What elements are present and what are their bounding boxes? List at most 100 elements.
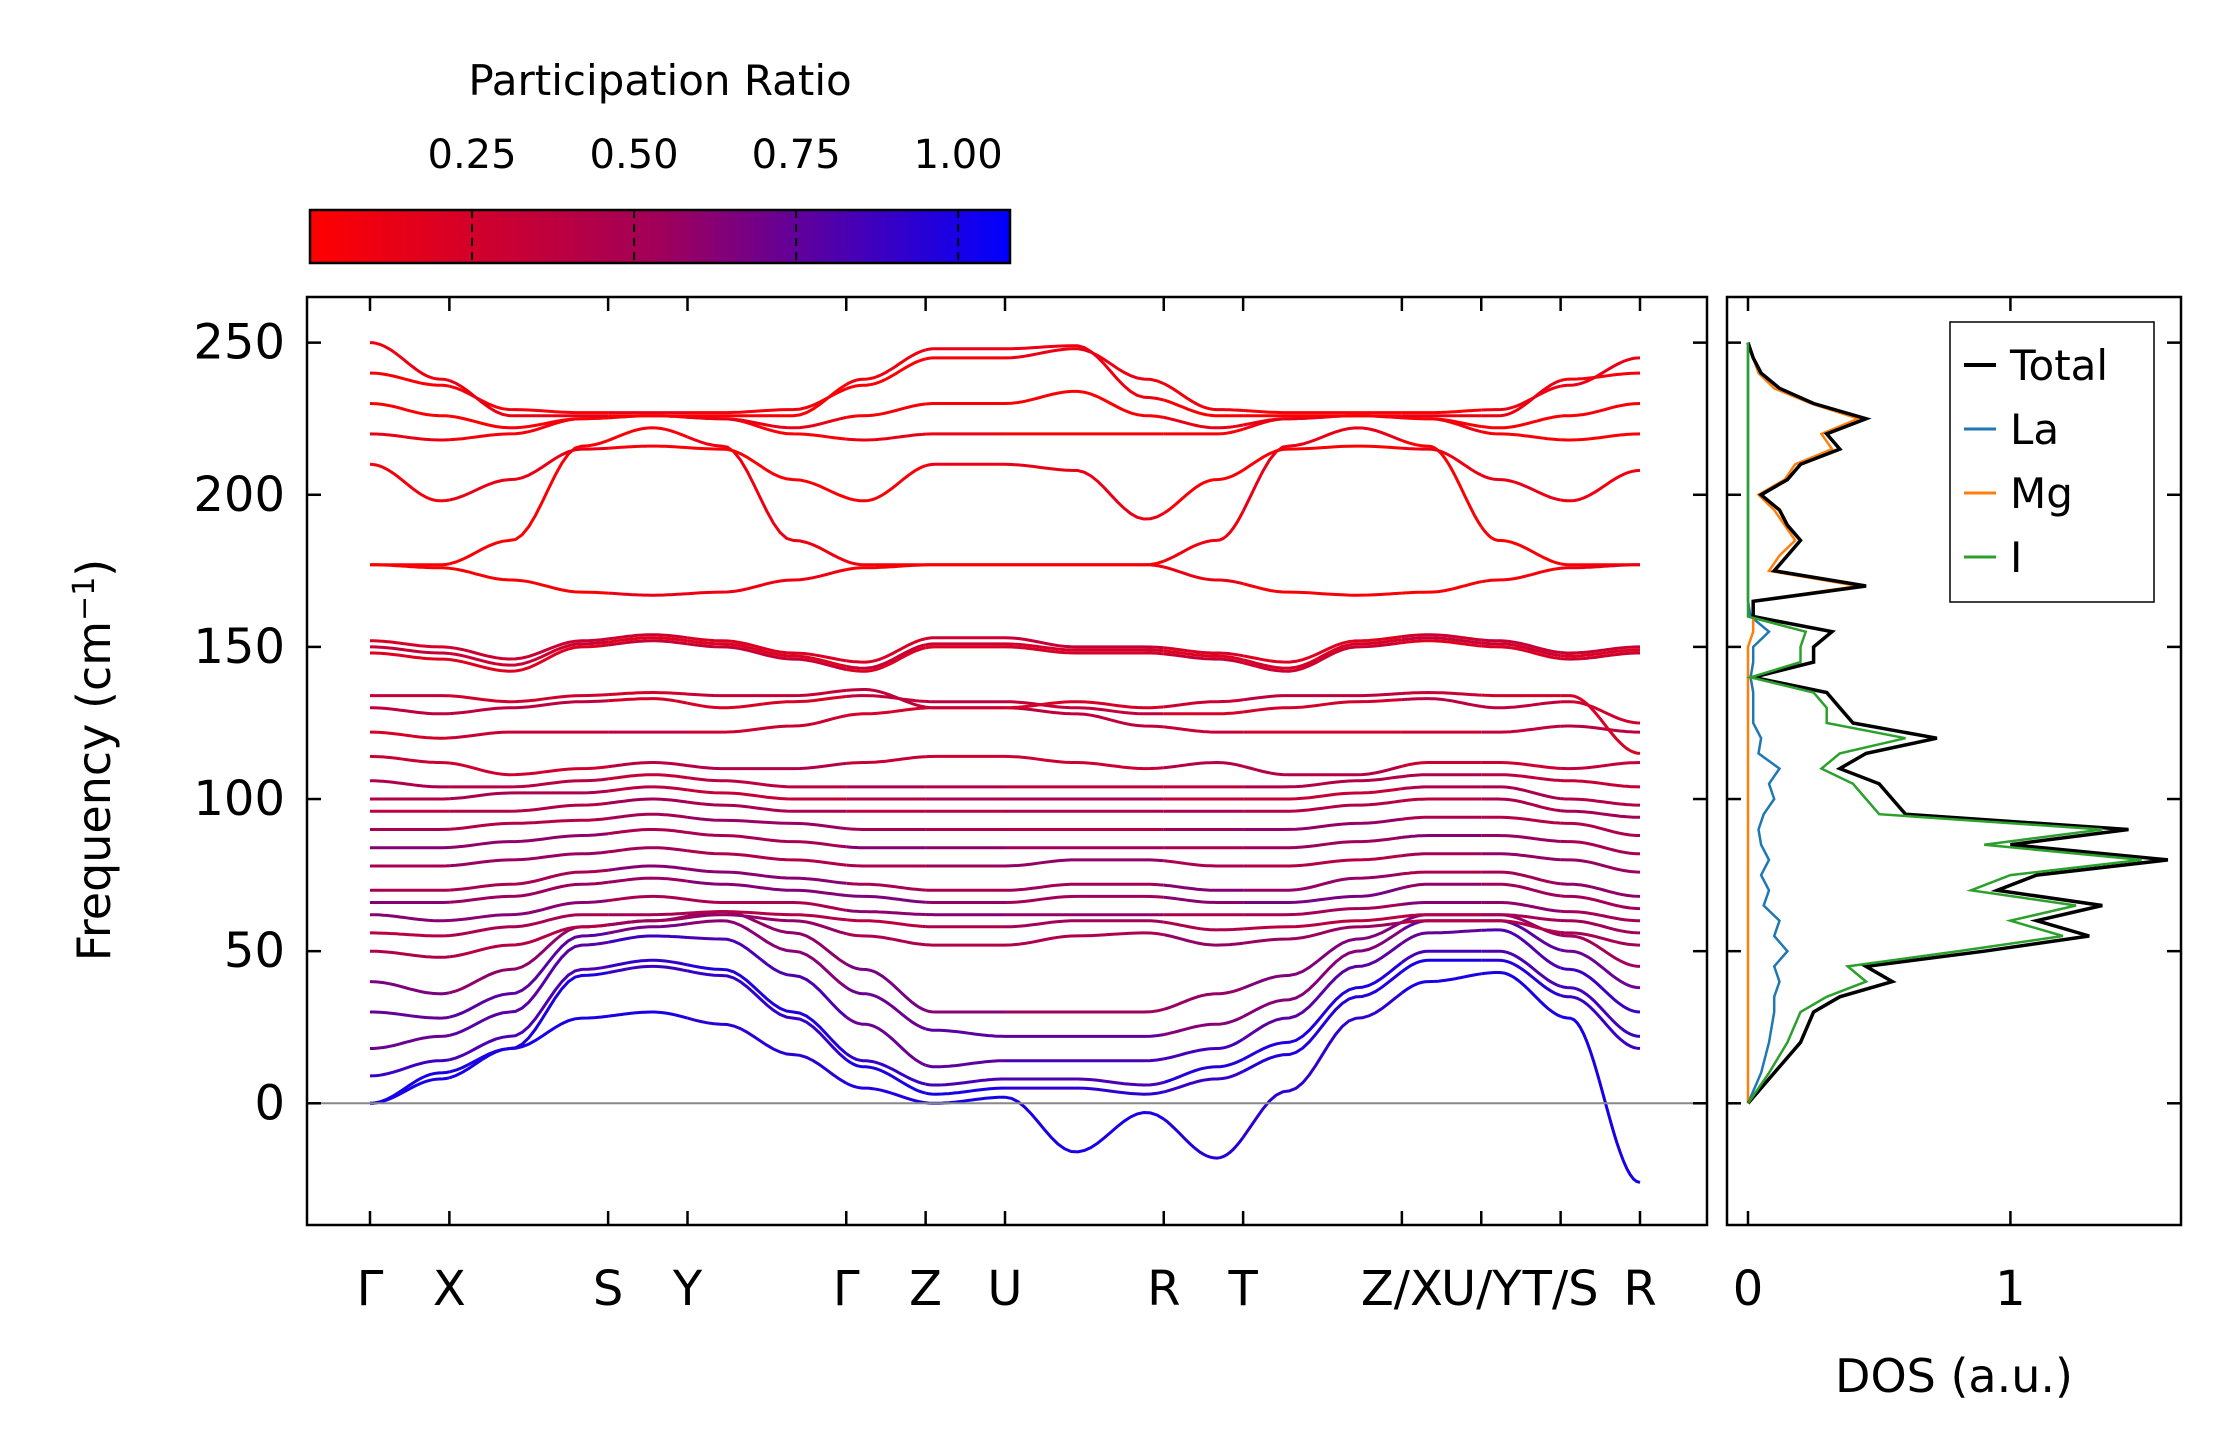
band-segment	[686, 435, 847, 563]
band-segment	[1481, 773, 1561, 782]
band-segment	[1243, 902, 1403, 917]
band-segment	[449, 923, 609, 959]
legend-frame	[1949, 321, 2155, 603]
band-segment	[449, 850, 609, 868]
band-segment	[448, 965, 609, 1062]
band-segment	[1243, 799, 1403, 813]
band-segment	[1242, 961, 1403, 1061]
band-segment	[845, 962, 927, 1012]
band-segment	[1481, 913, 1561, 922]
band-segment	[607, 761, 688, 769]
band-segment	[369, 980, 450, 996]
band-segment	[1004, 1095, 1165, 1154]
band-segment	[1401, 408, 1482, 415]
band-segment	[369, 341, 450, 382]
band-line	[369, 971, 1641, 1184]
band-segment	[608, 444, 688, 450]
band-segment	[449, 643, 609, 673]
band-line	[370, 563, 1640, 597]
band-segment	[1401, 972, 1482, 995]
ylabel-main: Frequency (cm	[67, 621, 121, 961]
band-segment	[687, 642, 847, 671]
band-segment	[687, 639, 847, 668]
band-segment	[1004, 389, 1165, 419]
band-segment	[369, 1070, 450, 1105]
band-segment	[1162, 468, 1244, 515]
ylabel-sup: −1	[67, 577, 102, 621]
band-segment	[845, 1058, 926, 1095]
frequency-tick-label: 50	[224, 923, 285, 979]
band-segment	[1243, 886, 1403, 904]
band-segment	[846, 706, 926, 718]
band-segment	[1481, 928, 1562, 970]
band-segment	[687, 910, 847, 922]
band-segment	[1560, 468, 1641, 503]
band-segment	[1243, 835, 1403, 850]
band-segment	[1401, 913, 1482, 918]
band-segment	[1481, 852, 1561, 862]
band-segment	[687, 415, 847, 430]
band-segment	[1163, 1015, 1244, 1037]
dos-legend: Total La Mg I	[1949, 321, 2155, 603]
band-segment	[449, 832, 609, 849]
kpoint-label: Γ	[357, 1261, 384, 1317]
band-segment	[1481, 958, 1562, 997]
band-segment	[1481, 414, 1561, 430]
band-segment	[1401, 697, 1482, 708]
band-segment	[1401, 785, 1482, 791]
y-axis-label: Frequency (cm−1)	[67, 559, 121, 962]
band-segment	[1401, 815, 1482, 821]
band-segment	[607, 894, 688, 903]
band-segment	[845, 986, 927, 1031]
band-segment	[1004, 347, 1165, 385]
band-segment	[1163, 710, 1244, 716]
band-segment	[1560, 858, 1641, 874]
band-segment	[449, 414, 609, 430]
ylabel-close: )	[67, 559, 121, 577]
colorbar-label: Participation Ratio	[468, 56, 851, 105]
band-segment	[846, 827, 926, 831]
band-segment	[1243, 409, 1402, 415]
band-segment	[1163, 859, 1244, 868]
band-segment	[449, 693, 609, 704]
colorbar-tick-label: 0.25	[428, 132, 517, 178]
dos-series	[1745, 342, 2169, 1105]
dos-xlabel: DOS (a.u.)	[1835, 1349, 2073, 1403]
band-segment	[1163, 652, 1244, 665]
band-segment	[846, 402, 926, 419]
band-segment	[1163, 382, 1244, 412]
colorbar: Participation Ratio 0.25 0.50 0.75 1.00	[308, 56, 1012, 265]
frequency-tick-label: 150	[193, 619, 285, 675]
band-segment	[1242, 920, 1403, 990]
band-segment	[607, 934, 688, 944]
band-segment	[449, 566, 609, 595]
colorbar-tick-label: 0.50	[590, 132, 679, 178]
band-segment	[607, 633, 688, 641]
band-line	[370, 639, 1640, 673]
band-segment	[687, 714, 847, 734]
band-segment	[607, 958, 688, 969]
dos-frequency-ticks	[1727, 341, 2181, 1105]
band-segment	[1004, 462, 1165, 521]
band-segment	[1560, 933, 1641, 968]
band-segment	[608, 697, 688, 705]
band-segment	[1560, 432, 1641, 442]
band-line	[370, 828, 1641, 856]
band-segment	[1163, 1037, 1244, 1061]
band-segment	[1401, 928, 1482, 945]
band-segment	[449, 971, 609, 1074]
band-segment	[449, 637, 609, 661]
band-segment	[846, 432, 926, 442]
band-segment	[1163, 895, 1244, 904]
band-segment	[925, 356, 1005, 361]
frequency-tick-label: 0	[254, 1075, 285, 1131]
band-segment	[370, 651, 450, 661]
kpoint-label: U	[987, 1261, 1022, 1317]
band-segment	[607, 876, 688, 884]
band-segment	[1481, 761, 1561, 770]
band-segment	[449, 446, 609, 502]
band-segment	[607, 864, 688, 872]
band-segment	[1401, 870, 1482, 876]
band-segment	[1401, 852, 1482, 858]
band-line	[370, 426, 1640, 567]
